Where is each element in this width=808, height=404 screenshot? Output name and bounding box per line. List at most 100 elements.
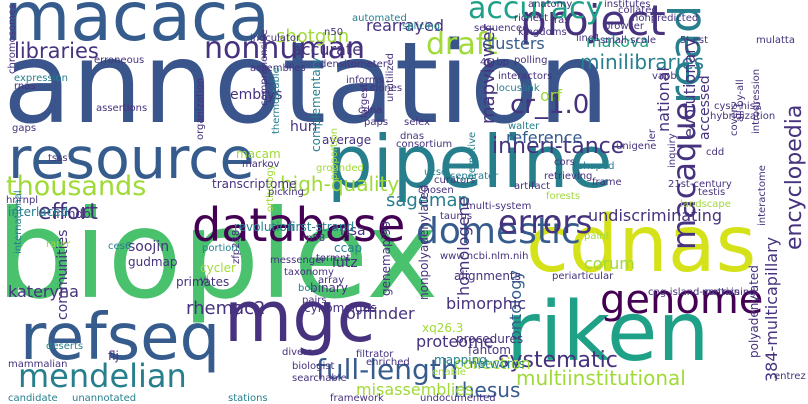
cloud-word: libraries [14, 39, 99, 63]
cloud-word: thermostable [271, 67, 282, 134]
cloud-word: assemblies [250, 63, 306, 74]
cloud-word: rhemac2 [186, 298, 266, 319]
cloud-word: sagemap [386, 190, 469, 211]
cloud-word: procedures [456, 332, 524, 346]
cloud-word: torrent [316, 253, 351, 264]
cloud-word: collated [618, 5, 658, 16]
cloud-word: informs [346, 75, 384, 86]
cloud-word: revolution [234, 220, 295, 234]
cloud-word: makova [586, 32, 650, 51]
cloud-word: gudmap [128, 255, 178, 269]
cloud-word: annotation [3, 19, 610, 149]
cloud-word: high-quality [280, 172, 400, 196]
cloud-word: richest [514, 13, 549, 24]
cloud-word: organization [195, 77, 206, 140]
cloud-word: deserts [46, 341, 84, 352]
cloud-word: xq26.3 [422, 321, 464, 335]
cloud-word: refseq [20, 301, 221, 375]
cloud-word: hnrnpl [6, 195, 39, 206]
cloud-word: orffinder [346, 304, 415, 323]
cloud-word: draft [426, 27, 498, 62]
cloud-word: riken [506, 285, 710, 380]
cloud-word: polyadenylated [747, 265, 761, 358]
cloud-word: database [192, 198, 406, 252]
cloud-word: macaca [4, 0, 271, 57]
cloud-word: unutilized [385, 52, 396, 102]
cloud-word: primates [176, 275, 230, 289]
cloud-word: proteome [416, 332, 494, 351]
cloud-word: portion [202, 243, 238, 254]
cloud-word: embrys [230, 87, 283, 103]
cloud-word: markov [242, 159, 280, 170]
cloud-word: small-scale [600, 35, 657, 46]
cloud-word: encyclopedia [782, 104, 807, 250]
cloud-word: huri [290, 119, 318, 135]
cloud-word: www.ncbi.nlm.nih [440, 251, 529, 262]
cloud-word: rp58 [302, 233, 326, 244]
cloud-word: splicing [402, 21, 441, 32]
cloud-word: cpg-island-containing [648, 287, 756, 298]
cloud-word: 46-bp [480, 57, 510, 68]
cloud-word: genome [600, 277, 764, 323]
cloud-word: genemap'99 [379, 220, 393, 296]
cloud-word: comprehensive [259, 29, 270, 106]
cloud-word: polling [514, 55, 548, 66]
cloud-word: project [520, 0, 666, 45]
cloud-word: nonhuman [204, 31, 366, 66]
cloud-word: orf [540, 86, 562, 105]
cloud-word: landscape [680, 199, 731, 210]
cloud-word: introgression [751, 68, 762, 134]
cloud-word: automated [352, 13, 407, 24]
cloud-word: multi-system [466, 201, 532, 212]
cloud-word: rearrayed [366, 16, 445, 35]
cloud-word: artifact [514, 181, 551, 192]
cloud-word: candidate [8, 393, 58, 404]
cloud-word: assertions [96, 103, 148, 114]
cloud-word: minilibraries [580, 50, 705, 74]
cloud-word: accurate [292, 40, 363, 59]
cloud-word: enable [432, 367, 466, 378]
cloud-word: risa [340, 223, 366, 239]
cloud-word: alignments [454, 269, 521, 283]
cloud-word: browser [604, 21, 645, 32]
cloud-word: lutz [332, 255, 358, 271]
cloud-word: vapb [652, 71, 677, 82]
cloud-word: resource [8, 126, 255, 192]
cloud-word: nonpredicted [632, 13, 699, 24]
cloud-word: 5'-est [680, 35, 709, 46]
cloud-word: rnas [14, 81, 36, 92]
cloud-word: cr_1.0 [510, 90, 590, 120]
cloud-word: chosen [418, 185, 454, 196]
cloud-word: paps [364, 117, 389, 128]
cloud-word: testis [698, 187, 726, 198]
cloud-word: cdnas [526, 200, 757, 290]
cloud-word: expression [14, 73, 68, 84]
cloud-word: mgc [224, 276, 376, 358]
cloud-word: periarticular [552, 271, 614, 282]
cloud-word: domestic [416, 211, 581, 252]
cloud-word: stations [228, 393, 268, 404]
cloud-word: anatomy [528, 0, 573, 10]
cloud-word: mmdb [52, 207, 91, 221]
cloud-word: inquiry [667, 133, 678, 168]
cloud-word: networks [470, 357, 525, 371]
cloud-word: cynomolgus [304, 301, 377, 315]
cloud-word: first-strand [288, 220, 355, 234]
cloud-word: kateryna [8, 282, 79, 301]
cloud-word: pairs [302, 295, 327, 306]
cloud-word: bioplex [0, 184, 439, 326]
cloud-word: covers [729, 102, 740, 136]
cloud-word: thousands [6, 171, 147, 202]
cloud-word: consortium [396, 139, 453, 150]
cloud-word: errors [498, 203, 593, 241]
cloud-word: 21st-century [668, 179, 732, 190]
cloud-word: hybridization [710, 111, 776, 122]
cloud-word: unannotated [72, 393, 137, 404]
cloud-word: misassemblies [356, 380, 474, 399]
cloud-word: average [322, 133, 372, 147]
cloud-word: unigene [616, 141, 657, 152]
cloud-word: clusters [482, 34, 545, 53]
cloud-word: ccap [334, 241, 363, 255]
cloud-word: institutes [604, 0, 651, 10]
